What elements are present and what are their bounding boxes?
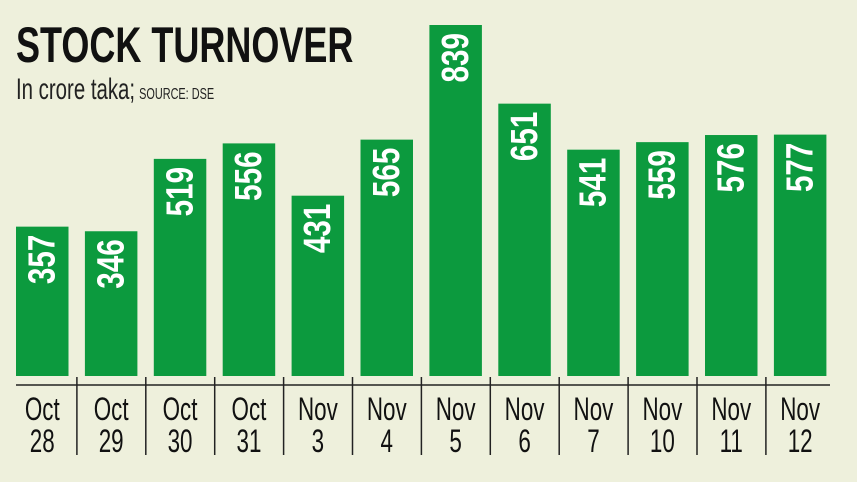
data-label: 577 — [779, 143, 821, 192]
tick-label-month: Nov — [367, 391, 407, 427]
bar — [498, 103, 551, 377]
tick-label-month: Nov — [780, 391, 820, 427]
tick-label-month: Nov — [574, 391, 614, 427]
bar — [16, 226, 69, 376]
chart-subtitle: In crore taka; SOURCE: DSE — [16, 74, 214, 111]
data-label: 357 — [21, 235, 63, 284]
data-label: 556 — [228, 151, 270, 200]
bar — [636, 142, 689, 376]
tick-label-day: 29 — [99, 423, 124, 459]
tick-label-day: 6 — [518, 423, 530, 459]
tick-label-month: Oct — [232, 391, 267, 427]
tick-label-month: Oct — [94, 391, 129, 427]
tick-label-day: 12 — [788, 423, 813, 459]
tick-label-month: Nov — [436, 391, 476, 427]
bar — [291, 195, 345, 376]
tick-label-month: Nov — [711, 391, 751, 427]
unit-label: In crore taka; — [16, 73, 136, 106]
tick-label-month: Nov — [642, 391, 682, 427]
bar — [773, 134, 827, 376]
tick-label-month: Oct — [163, 391, 198, 427]
tick-label-day: 10 — [650, 423, 675, 459]
bar — [84, 231, 138, 376]
data-label: 431 — [297, 204, 339, 253]
tick-label-day: 7 — [587, 423, 599, 459]
data-label: 519 — [159, 167, 201, 216]
tick-label-day: 4 — [381, 423, 393, 459]
chart-title: STOCK TURNOVER — [16, 17, 354, 73]
tick-label-month: Nov — [505, 391, 545, 427]
tick-label-month: Nov — [298, 391, 338, 427]
data-label: 651 — [503, 112, 545, 161]
data-label: 839 — [434, 33, 476, 82]
tick-label-day: 11 — [720, 423, 743, 459]
bar — [360, 139, 413, 376]
tick-label-day: 5 — [449, 423, 461, 459]
data-label: 346 — [90, 239, 132, 288]
source-label: SOURCE: DSE — [139, 86, 215, 103]
data-label: 541 — [572, 158, 614, 207]
tick-label-day: 30 — [168, 423, 193, 459]
data-label: 576 — [710, 143, 752, 192]
data-label: 565 — [366, 148, 408, 197]
bar — [153, 158, 207, 376]
data-label: 559 — [641, 150, 683, 199]
bar — [429, 25, 482, 376]
tick-label-day: 31 — [236, 423, 261, 459]
tick-label-day: 28 — [30, 423, 55, 459]
tick-label-day: 3 — [312, 423, 324, 459]
bar — [222, 143, 276, 376]
bar — [567, 149, 620, 376]
tick-label-month: Oct — [25, 391, 60, 427]
bar — [705, 135, 758, 376]
